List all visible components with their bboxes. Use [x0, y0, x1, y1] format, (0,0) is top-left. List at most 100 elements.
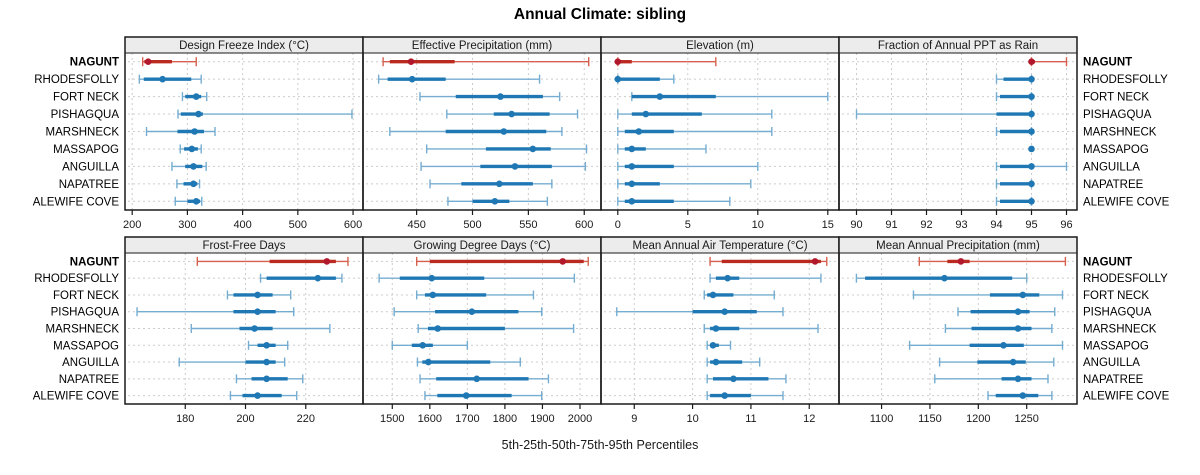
axis-tick-label: 93: [955, 219, 967, 231]
series-rhodesfolly: [138, 74, 202, 84]
median-dot: [192, 93, 200, 100]
site-label-left-massapog: MASSAPOG: [53, 340, 119, 352]
median-dot: [712, 325, 720, 332]
series-massapog: [908, 340, 1064, 350]
median-dot: [614, 75, 622, 83]
axis-tick-label: 1500: [380, 413, 404, 425]
series-fort-neck: [912, 290, 1064, 300]
series-anguilla: [420, 161, 587, 171]
median-dot: [1019, 291, 1027, 299]
x-axis-title: 5th-25th-50th-75th-95th Percentiles: [501, 438, 699, 452]
site-label-left-alewife-cove: ALEWIFE COVE: [33, 391, 120, 403]
axis-tick-label: 400: [233, 219, 251, 231]
panel-growing-degree-days-c-: Growing Degree Days (°C) 1500 1600 1700 1800…: [362, 236, 602, 425]
series-fort-neck: [415, 290, 535, 300]
site-label-left-massapog: MASSAPOG: [53, 144, 119, 156]
axis-tick-label: 450: [407, 219, 425, 231]
axis-tick-label: 10: [752, 219, 764, 231]
series-nagunt: [709, 256, 828, 266]
axis-tick-label: 5: [685, 219, 691, 231]
site-label-right-fort-neck: FORT NECK: [1083, 290, 1149, 302]
panel-mean-annual-precipitation-mm-: Mean Annual Precipitation (mm) 1100 1150 12…: [838, 236, 1078, 425]
axis-tick-label: 200: [236, 413, 254, 425]
median-dot: [425, 358, 432, 366]
series-napatree: [995, 179, 1035, 189]
median-dot: [656, 93, 664, 100]
median-dot: [721, 392, 728, 399]
series-fort-neck: [181, 92, 208, 102]
median-dot: [251, 325, 258, 332]
series-napatree: [429, 179, 553, 189]
median-dot: [941, 274, 948, 282]
site-label-right-marshneck: MARSHNECK: [1083, 324, 1157, 336]
median-dot: [428, 274, 435, 282]
site-label-left-marshneck: MARSHNECK: [46, 127, 120, 139]
series-anguilla: [171, 161, 207, 171]
series-fort-neck: [995, 92, 1035, 102]
series-pishagqua: [616, 307, 784, 317]
series-napatree: [176, 179, 201, 189]
panel-header-title: Design Freeze Index (°C): [179, 40, 309, 52]
median-dot: [434, 325, 442, 332]
median-dot: [1019, 392, 1027, 399]
median-dot: [628, 197, 636, 205]
panel-header-title: Fraction of Annual PPT as Rain: [878, 40, 1038, 52]
median-dot: [254, 308, 261, 316]
series-rhodesfolly: [377, 74, 541, 84]
series-pishagqua: [393, 307, 543, 317]
series-rhodesfolly: [855, 273, 1028, 283]
median-dot: [408, 75, 416, 83]
series-massapog: [247, 340, 289, 350]
median-dot: [529, 145, 537, 153]
site-label-right-nagunt: NAGUNT: [1083, 57, 1132, 69]
series-massapog: [1028, 145, 1035, 153]
site-label-left-anguilla: ANGUILLA: [62, 161, 119, 173]
axis-tick-label: 1150: [918, 413, 942, 425]
panel-header: [363, 237, 601, 253]
median-dot: [1028, 145, 1035, 153]
series-alewife-cove: [447, 196, 549, 206]
median-dot: [323, 258, 331, 265]
median-dot: [628, 180, 636, 188]
series-rhodesfolly: [378, 273, 576, 283]
axis-tick-label: 92: [920, 219, 932, 231]
series-anguilla: [617, 161, 759, 171]
axis-tick-label: 220: [297, 413, 315, 425]
median-dot: [191, 128, 198, 135]
axis-tick-label: 1900: [530, 413, 554, 425]
median-dot: [496, 180, 503, 188]
series-pishagqua: [617, 109, 773, 119]
median-dot: [462, 392, 470, 399]
median-dot: [159, 75, 166, 83]
median-dot: [1028, 128, 1035, 135]
median-dot: [1028, 93, 1035, 100]
series-pishagqua: [855, 109, 1035, 119]
site-label-right-marshneck: MARSHNECK: [1083, 127, 1157, 139]
median-dot: [500, 128, 508, 135]
median-dot: [635, 128, 643, 135]
median-dot: [429, 291, 437, 299]
panel-header-title: Mean Annual Air Temperature (°C): [632, 240, 807, 252]
median-dot: [1028, 75, 1035, 83]
axis-tick-label: 0: [615, 219, 621, 231]
series-marshneck: [190, 324, 331, 333]
median-dot: [144, 58, 152, 66]
site-label-left-pishagqua: PISHAGQUA: [51, 307, 120, 319]
site-label-right-massapog: MASSAPOG: [1083, 144, 1149, 156]
panel-header-title: Growing Degree Days (°C): [414, 240, 551, 252]
series-rhodesfolly: [709, 273, 822, 283]
series-alewife-cove: [174, 196, 203, 206]
median-dot: [263, 341, 270, 349]
site-label-left-nagunt: NAGUNT: [70, 57, 119, 69]
axis-tick-label: 12: [803, 413, 815, 425]
median-dot: [709, 341, 717, 349]
panel-frame: [838, 236, 1078, 405]
site-label-right-pishagqua: PISHAGQUA: [1083, 109, 1152, 121]
series-nagunt: [614, 57, 717, 67]
site-label-left-nagunt: NAGUNT: [70, 256, 119, 268]
series-anguilla: [995, 161, 1068, 171]
median-dot: [263, 375, 270, 383]
series-massapog: [706, 340, 732, 350]
median-dot: [508, 110, 515, 118]
